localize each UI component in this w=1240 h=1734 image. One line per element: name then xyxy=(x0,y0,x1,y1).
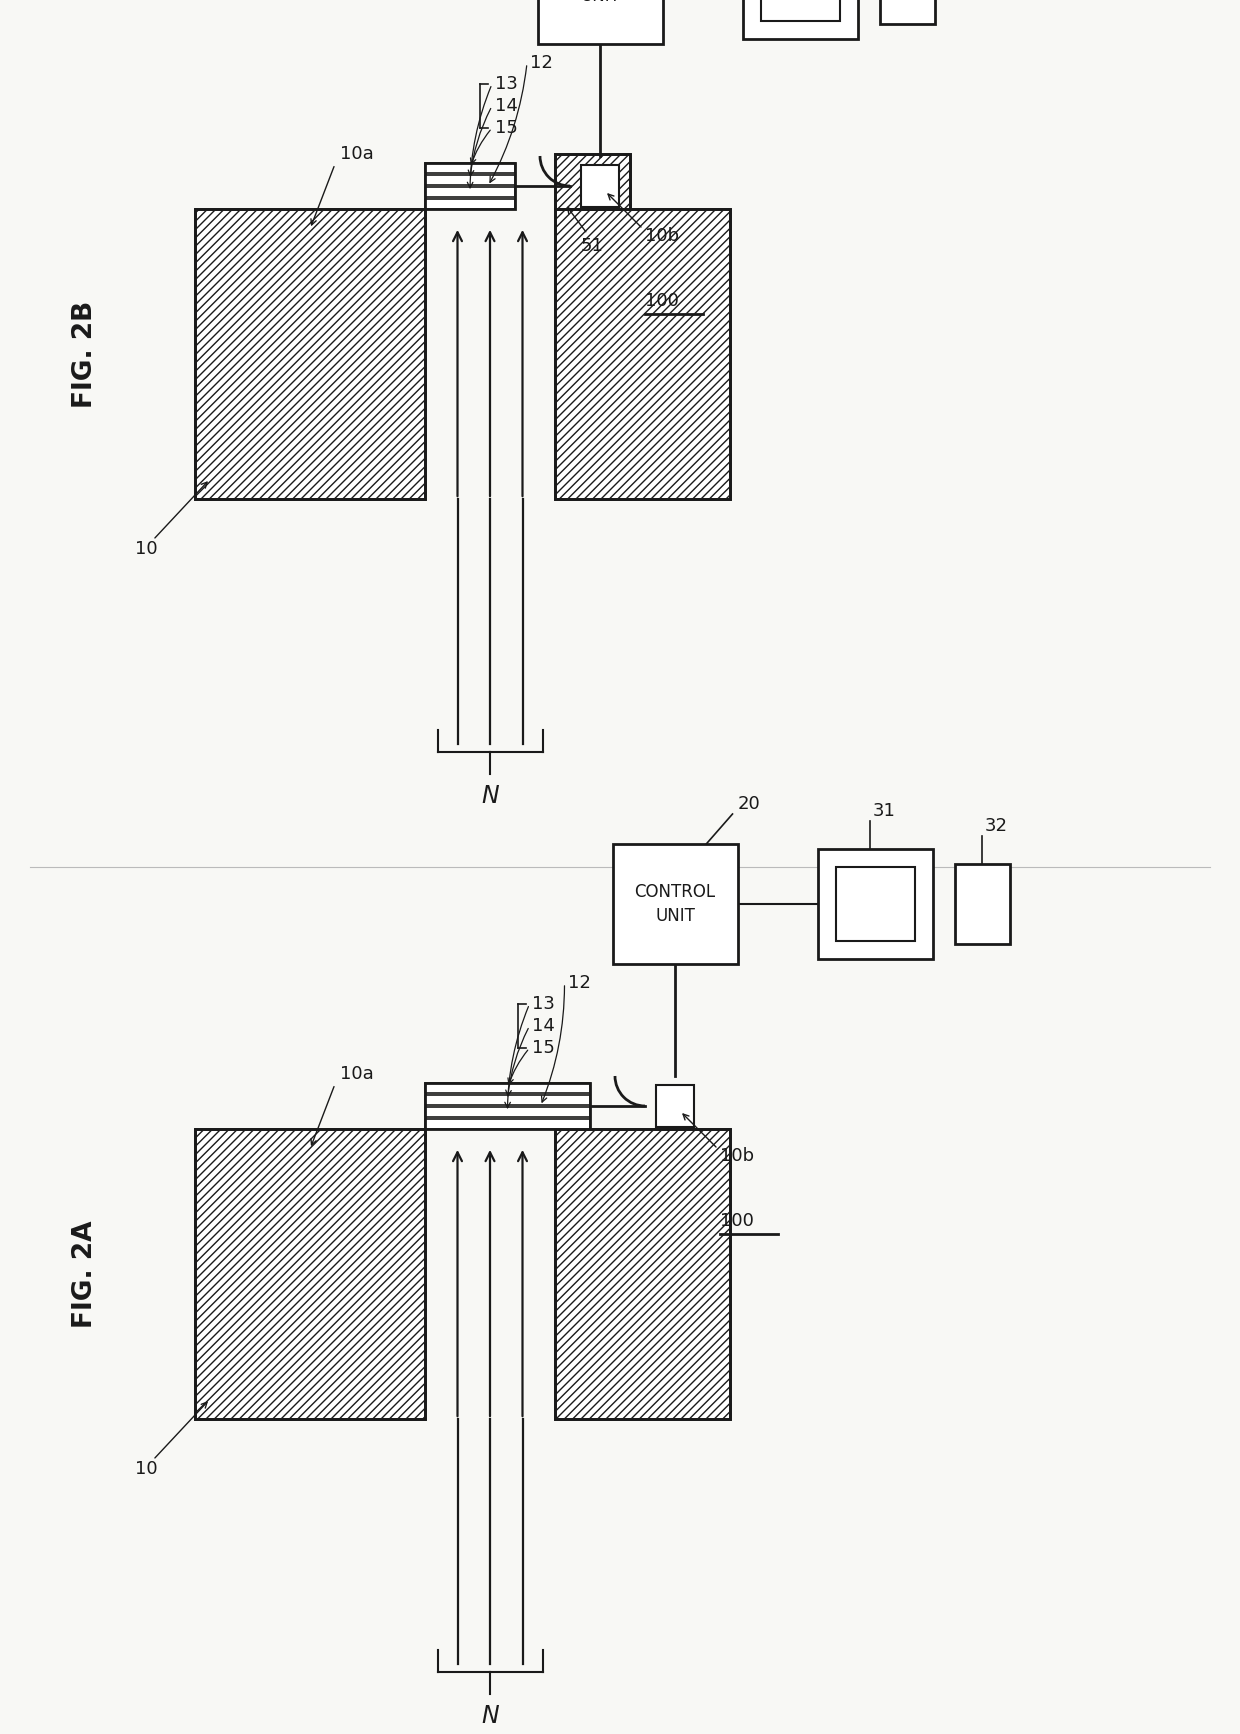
Text: FIG. 2B: FIG. 2B xyxy=(72,300,98,407)
Bar xyxy=(556,154,630,210)
Bar xyxy=(425,1118,590,1129)
Text: 31: 31 xyxy=(873,803,895,820)
Text: 12: 12 xyxy=(529,54,553,73)
Bar xyxy=(836,867,915,942)
Bar xyxy=(743,0,858,38)
Bar xyxy=(425,199,515,210)
Text: UNIT: UNIT xyxy=(655,907,694,924)
Text: 20: 20 xyxy=(738,794,760,813)
Bar xyxy=(556,1129,730,1418)
Bar xyxy=(425,175,515,186)
Bar xyxy=(760,0,839,21)
Bar xyxy=(613,844,738,964)
Bar xyxy=(195,210,425,499)
Text: 10a: 10a xyxy=(340,1065,373,1084)
Bar xyxy=(195,1129,425,1418)
Bar xyxy=(582,165,619,206)
Bar xyxy=(425,1084,590,1092)
Bar xyxy=(556,1129,730,1418)
Bar xyxy=(425,1106,590,1117)
Text: N: N xyxy=(481,784,498,808)
Text: 10b: 10b xyxy=(720,1146,754,1165)
Text: 14: 14 xyxy=(495,97,518,114)
Bar xyxy=(425,1094,590,1105)
Bar xyxy=(556,210,730,499)
Bar xyxy=(556,210,730,499)
Bar xyxy=(955,864,1009,943)
Bar xyxy=(425,1084,590,1129)
Text: UNIT: UNIT xyxy=(580,0,620,5)
Text: 100: 100 xyxy=(720,1212,754,1229)
Text: 32: 32 xyxy=(985,817,1008,836)
Bar xyxy=(195,210,425,499)
Text: 10b: 10b xyxy=(645,227,680,244)
Text: N: N xyxy=(481,1705,498,1729)
Text: 15: 15 xyxy=(495,120,518,137)
Bar xyxy=(556,154,630,210)
Bar xyxy=(425,187,515,198)
Bar xyxy=(195,1129,425,1418)
Text: FIG. 2A: FIG. 2A xyxy=(72,1221,98,1328)
Text: 10a: 10a xyxy=(340,146,373,163)
Text: 100: 100 xyxy=(645,291,678,310)
Bar xyxy=(879,0,935,24)
Text: 12: 12 xyxy=(568,975,590,992)
Bar xyxy=(656,1085,694,1127)
Text: 14: 14 xyxy=(532,1018,556,1035)
Text: 51: 51 xyxy=(582,238,604,255)
Bar xyxy=(425,163,515,173)
Text: 13: 13 xyxy=(495,75,518,94)
Text: 13: 13 xyxy=(532,995,556,1013)
Text: 10: 10 xyxy=(135,539,157,558)
Text: 10: 10 xyxy=(135,1460,157,1477)
Bar xyxy=(817,850,932,959)
Text: CONTROL: CONTROL xyxy=(635,883,715,902)
Bar xyxy=(425,163,515,210)
Text: 15: 15 xyxy=(532,1039,556,1058)
Bar xyxy=(537,0,662,43)
